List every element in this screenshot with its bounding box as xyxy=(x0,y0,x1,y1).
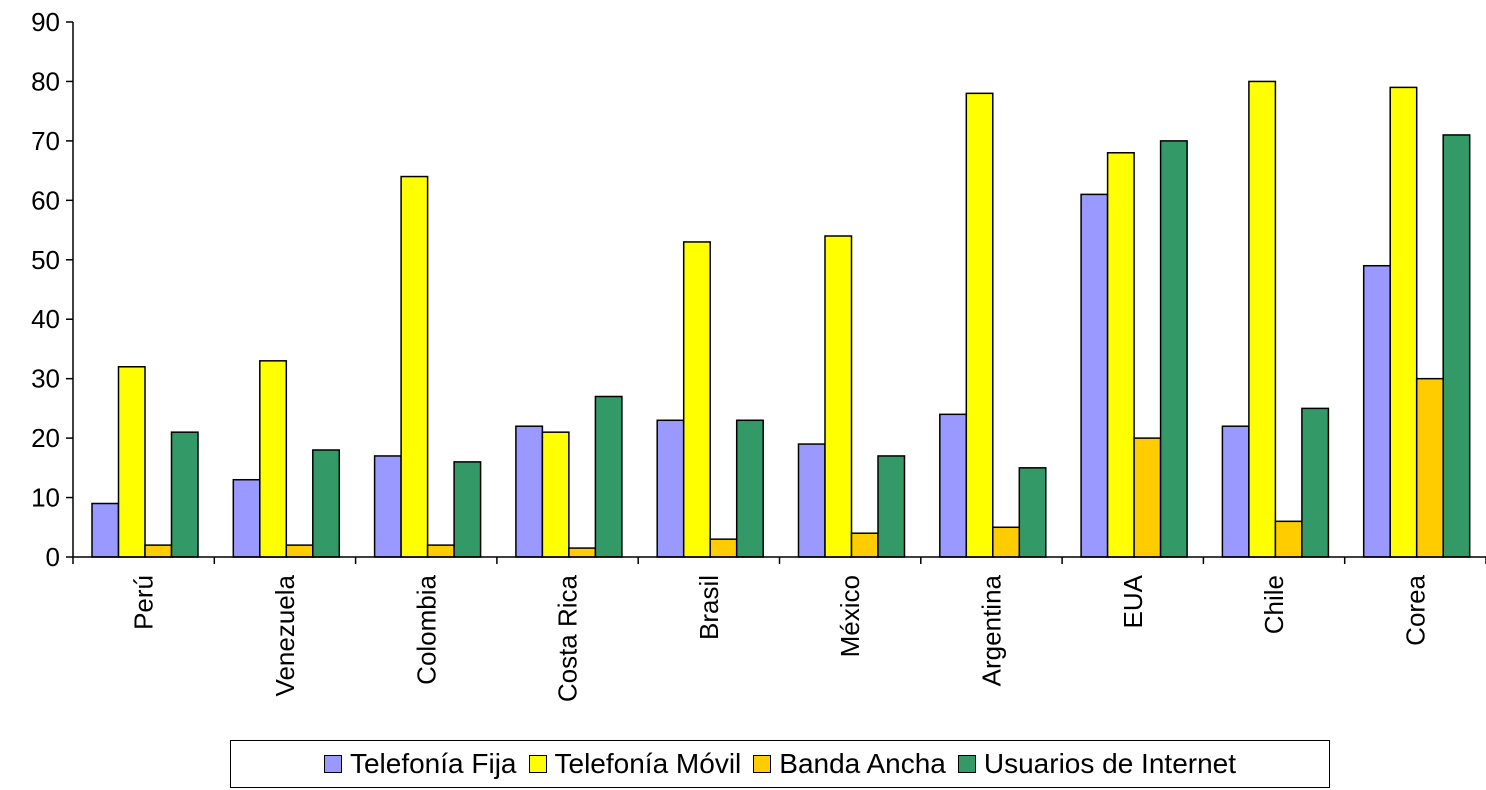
bar xyxy=(1248,80,1277,558)
bar xyxy=(400,175,429,558)
bar xyxy=(453,461,482,558)
bar xyxy=(850,532,879,558)
bar xyxy=(682,241,711,558)
bar xyxy=(1442,134,1471,558)
legend: Telefonía Fija Telefonía Móvil Banda Ancha… xyxy=(230,740,1330,788)
bar xyxy=(1301,407,1330,558)
legend-item: Telefonía Móvil xyxy=(528,748,742,780)
legend-item: Telefonía Fija xyxy=(323,748,517,780)
bar xyxy=(373,455,402,558)
bar xyxy=(170,431,199,558)
bar xyxy=(709,538,738,558)
x-tick-label: Perú xyxy=(129,575,159,630)
bar xyxy=(735,419,764,558)
bar xyxy=(426,544,455,558)
y-tick-label: 30 xyxy=(31,364,60,394)
bar xyxy=(1018,467,1047,558)
bar xyxy=(1221,425,1250,558)
bar xyxy=(515,425,544,558)
y-tick-label: 60 xyxy=(31,185,60,215)
bar xyxy=(144,544,173,558)
bar xyxy=(1389,86,1418,558)
y-tick-label: 10 xyxy=(31,483,60,513)
bar xyxy=(312,449,341,558)
y-tick-label: 70 xyxy=(31,126,60,156)
bar xyxy=(824,235,853,558)
bar xyxy=(656,419,685,558)
y-tick-label: 80 xyxy=(31,66,60,96)
bar xyxy=(285,544,314,558)
bar xyxy=(965,92,994,558)
bar xyxy=(797,443,826,558)
bar xyxy=(939,413,968,558)
legend-swatch xyxy=(528,755,547,773)
y-tick-label: 40 xyxy=(31,304,60,334)
bar xyxy=(1274,520,1303,558)
x-tick-label: EUA xyxy=(1118,574,1148,628)
bar xyxy=(259,360,288,558)
legend-item: Banda Ancha xyxy=(753,748,946,780)
x-tick-label: Corea xyxy=(1400,574,1430,645)
x-axis: Perú Venezuela Colombia Costa Rica Brasil Méx… xyxy=(72,556,1486,702)
y-tick-label: 0 xyxy=(46,542,60,572)
legend-label: Telefonía Fija xyxy=(349,748,517,779)
bar xyxy=(541,431,570,558)
x-tick-label: Costa Rica xyxy=(553,574,583,702)
legend-item: Usuarios de Internet xyxy=(957,748,1237,780)
bar xyxy=(1415,377,1444,558)
x-tick-label: Brasil xyxy=(694,575,724,640)
bar xyxy=(992,526,1021,558)
y-tick-label: 90 xyxy=(31,7,60,37)
bar xyxy=(877,455,906,558)
x-tick-label: México xyxy=(835,575,865,657)
bar xyxy=(1133,437,1162,558)
bar xyxy=(1159,140,1188,558)
bar xyxy=(1362,264,1391,558)
legend-swatch xyxy=(957,755,976,773)
bar xyxy=(1106,152,1135,558)
legend-label: Usuarios de Internet xyxy=(983,748,1237,779)
x-tick-label: Venezuela xyxy=(270,574,300,696)
y-tick-label: 20 xyxy=(31,423,60,453)
bars xyxy=(91,80,1471,558)
legend-swatch xyxy=(753,755,772,773)
bar xyxy=(117,366,146,558)
bar-chart: 0 10 20 30 40 50 60 70 80 90 Perú Venezuela Colombi… xyxy=(31,7,1486,702)
x-tick-label: Chile xyxy=(1259,575,1289,634)
bar xyxy=(594,395,623,558)
y-tick-label: 50 xyxy=(31,245,60,275)
legend-label: Telefonía Móvil xyxy=(554,748,742,779)
legend-swatch xyxy=(323,755,342,773)
bar xyxy=(568,547,597,558)
x-tick-label: Argentina xyxy=(976,574,1006,686)
bar xyxy=(232,478,261,558)
y-axis: 0 10 20 30 40 50 60 70 80 90 xyxy=(31,7,74,572)
bar xyxy=(1080,193,1109,558)
legend-label: Banda Ancha xyxy=(779,748,946,779)
x-tick-label: Colombia xyxy=(411,574,441,684)
bar xyxy=(91,502,120,558)
